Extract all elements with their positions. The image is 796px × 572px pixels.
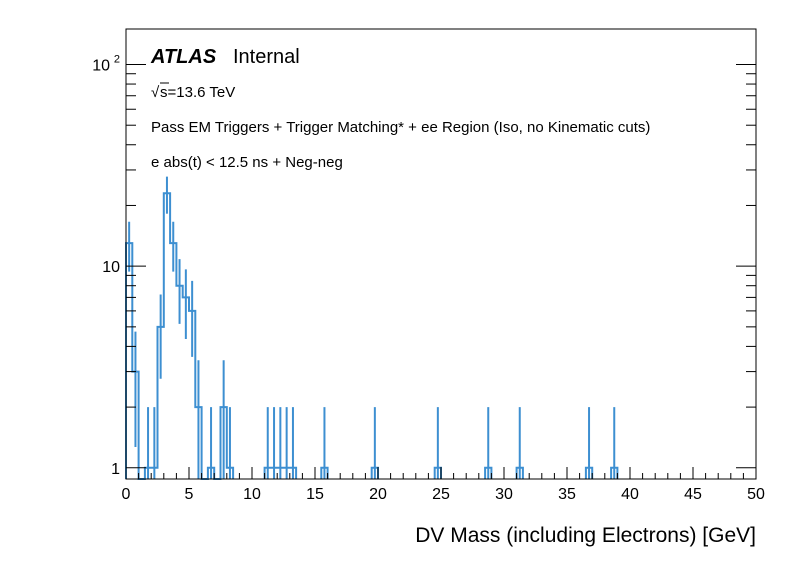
x-axis-title: DV Mass (including Electrons) [GeV] (415, 524, 756, 547)
x-tick-label: 35 (558, 486, 576, 503)
sqrt-symbol: √ (151, 84, 160, 101)
x-tick-label: 25 (432, 486, 450, 503)
x-tick-label: 15 (306, 486, 324, 503)
y-tick-label: 1 (111, 461, 120, 478)
x-tick-label: 50 (747, 486, 765, 503)
x-tick-label: 10 (243, 486, 261, 503)
x-tick-label: 30 (495, 486, 513, 503)
atlas-label: ATLAS (150, 46, 217, 68)
axis-ticks (125, 64, 757, 479)
x-tick-label: 0 (122, 486, 131, 503)
x-tick-label: 40 (621, 486, 639, 503)
x-tick-label: 5 (185, 486, 194, 503)
x-tick-label: 45 (684, 486, 702, 503)
x-tick-label: 20 (369, 486, 387, 503)
internal-label: Internal (233, 46, 300, 68)
tick-labels: 0 5 10 15 20 25 30 35 40 45 50 1 10 10 2 (92, 54, 765, 503)
y-tick-label: 10 (92, 58, 110, 75)
energy-label: s=13.6 TeV (160, 84, 235, 101)
selection-label: Pass EM Triggers + Trigger Matching* + e… (151, 119, 650, 136)
y-tick-label: 10 (102, 259, 120, 276)
cut-label: e abs(t) < 12.5 ns + Neg-neg (151, 154, 343, 171)
histogram-outline (125, 192, 619, 480)
y-tick-exponent: 2 (114, 54, 120, 66)
histogram-marks (125, 176, 619, 480)
